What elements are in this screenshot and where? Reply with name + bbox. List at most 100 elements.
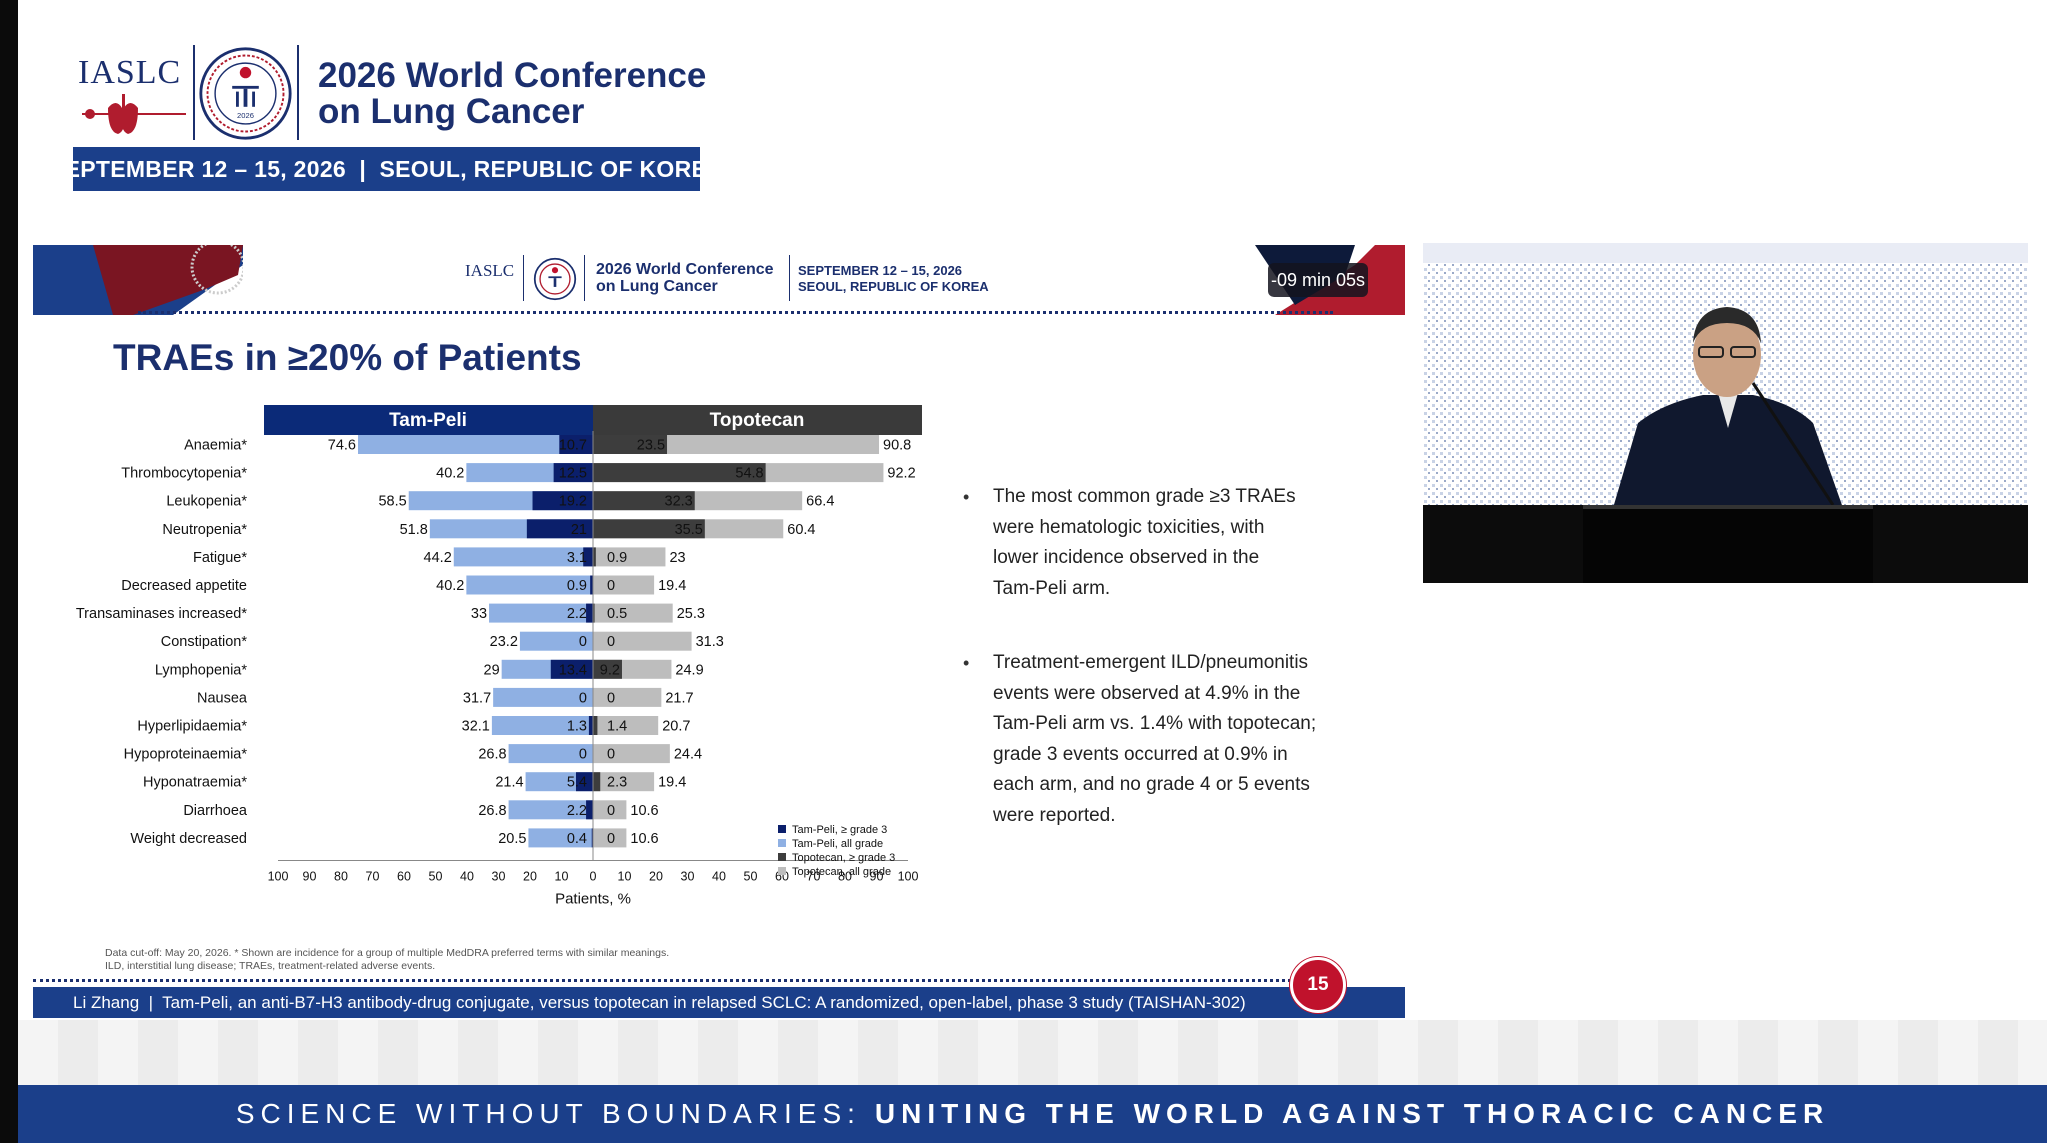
- bar-topotecan-g3: [593, 463, 766, 483]
- value-label-tampeli-all: 29: [484, 662, 500, 678]
- value-label-tampeli-g3: 2.2: [567, 803, 587, 819]
- x-tick-label: 20: [649, 870, 663, 884]
- x-tick-label: 30: [492, 870, 506, 884]
- bar-tampeli-all: [491, 716, 593, 735]
- value-label-topotecan-all: 19.4: [658, 775, 686, 791]
- value-label-topotecan-all: 60.4: [787, 522, 815, 538]
- presentation-slide: -09 min 05s IASLC 2026 World Conference …: [33, 245, 1405, 1018]
- microphone-icon: [1751, 382, 1835, 506]
- value-label-topotecan-all: 90.8: [883, 438, 911, 454]
- slide-conference-title-line2: on Lung Cancer: [596, 278, 718, 295]
- category-label: Lymphopenia*: [155, 662, 248, 678]
- decorative-pattern: [18, 1020, 2047, 1085]
- bar-topotecan-all: [593, 744, 670, 764]
- value-label-topotecan-all: 10.6: [630, 831, 658, 847]
- value-label-topotecan-g3: 1.4: [607, 719, 627, 735]
- value-label-topotecan-all: 25.3: [677, 606, 705, 622]
- bar-tampeli-g3: [588, 716, 593, 735]
- value-label-tampeli-g3: 12.5: [559, 466, 587, 482]
- bullet-1-line: The most common grade ≥3 TRAEs: [993, 486, 1296, 507]
- category-label: Decreased appetite: [121, 578, 247, 594]
- bullet-marker: •: [963, 487, 970, 507]
- slogan-banner: SCIENCE WITHOUT BOUNDARIES: UNITING THE …: [18, 1085, 2047, 1143]
- value-label-tampeli-g3: 21: [571, 522, 587, 538]
- value-label-topotecan-all: 24.4: [674, 747, 702, 763]
- value-label-tampeli-g3: 1.3: [567, 719, 587, 735]
- value-label-topotecan-all: 20.7: [662, 719, 690, 735]
- x-tick-label: 70: [366, 870, 380, 884]
- x-tick-label: 0: [590, 870, 597, 884]
- conference-seal-icon: 2026: [199, 47, 292, 140]
- x-tick-label: 10: [555, 870, 569, 884]
- x-tick-label: 60: [397, 870, 411, 884]
- slide-date-line1: SEPTEMBER 12 – 15, 2026: [798, 263, 963, 278]
- bar-tampeli-g3: [526, 519, 593, 539]
- x-tick-label: 100: [268, 870, 289, 884]
- bullet-2-line: events were observed at 4.9% in the: [993, 682, 1301, 704]
- value-label-tampeli-all: 31.7: [463, 690, 491, 706]
- x-tick-label: 100: [898, 870, 919, 884]
- value-label-topotecan-g3: 0: [607, 578, 615, 594]
- conference-date-location: SEPTEMBER 12 – 15, 2026 | SEOUL, REPUBLI…: [49, 147, 724, 191]
- x-tick-label: 50: [429, 870, 443, 884]
- slide-header: -09 min 05s IASLC 2026 World Conference …: [33, 245, 1405, 315]
- value-label-topotecan-g3: 32.3: [665, 494, 693, 510]
- legend-swatch: [778, 839, 786, 847]
- value-label-topotecan-all: 19.4: [658, 578, 686, 594]
- value-label-topotecan-g3: 23.5: [637, 438, 665, 454]
- footnote-line: ILD, interstitial lung disease; TRAEs, t…: [105, 960, 436, 972]
- bar-tampeli-g3: [586, 800, 593, 820]
- bullet-2: Treatment-emergent ILD/pneumonitis event…: [993, 648, 1316, 831]
- bullet-2-line: Tam-Peli arm vs. 1.4% with topotecan;: [993, 713, 1317, 734]
- category-label: Thrombocytopenia*: [121, 466, 247, 482]
- value-label-topotecan-g3: 0: [607, 831, 615, 847]
- bar-topotecan-all: [593, 772, 655, 792]
- conference-title: 2026 World Conference on Lung Cancer: [318, 58, 738, 130]
- bar-tampeli-all: [358, 435, 593, 454]
- bullet-2-line: Treatment-emergent ILD/pneumonitis: [993, 652, 1309, 673]
- value-label-topotecan-g3: 9.2: [600, 662, 620, 678]
- value-label-tampeli-g3: 0: [579, 690, 587, 706]
- value-label-tampeli-all: 20.5: [498, 831, 526, 847]
- category-label: Leukopenia*: [166, 494, 247, 510]
- value-label-tampeli-g3: 19.2: [559, 494, 587, 510]
- category-label: Hypoproteinaemia*: [124, 747, 248, 763]
- bar-topotecan-all: [593, 716, 659, 735]
- left-black-strip: [0, 0, 18, 1143]
- bullet-2-line: grade 3 events occurred at 0.9% in: [993, 743, 1288, 765]
- value-label-tampeli-all: 26.8: [478, 747, 506, 763]
- value-label-tampeli-g3: 3.1: [567, 550, 587, 566]
- bar-tampeli-all: [508, 800, 593, 820]
- iaslc-wordmark: IASLC: [78, 54, 182, 91]
- category-label: Hyperlipidaemia*: [137, 719, 247, 735]
- presentation-timer: -09 min 05s: [1268, 263, 1368, 297]
- bar-topotecan-all: [593, 575, 655, 595]
- slogan-part1: SCIENCE WITHOUT BOUNDARIES:: [235, 1098, 861, 1129]
- bar-topotecan-all: [593, 828, 627, 848]
- divider: [789, 255, 790, 301]
- category-label: Neutropenia*: [162, 522, 247, 538]
- slide-footnote: Data cut-off: May 20, 2026. * Shown are …: [105, 947, 669, 973]
- bar-topotecan-g3: [593, 659, 622, 679]
- category-label: Hyponatraemia*: [143, 775, 247, 791]
- value-label-topotecan-all: 23: [669, 550, 685, 566]
- value-label-tampeli-all: 32.1: [462, 719, 490, 735]
- slide-title: TRAEs in ≥20% of Patients: [113, 337, 582, 378]
- category-label: Fatigue*: [193, 550, 247, 566]
- speaker-head: [1693, 313, 1761, 397]
- value-label-tampeli-all: 40.2: [436, 578, 464, 594]
- legend-swatch: [778, 853, 786, 861]
- x-tick-label: 50: [744, 870, 758, 884]
- value-label-tampeli-all: 44.2: [424, 550, 452, 566]
- legend-swatch: [778, 825, 786, 833]
- bar-tampeli-g3: [590, 575, 593, 595]
- value-label-topotecan-g3: 0: [607, 803, 615, 819]
- value-label-tampeli-g3: 0: [579, 747, 587, 763]
- bullet-2-line: each arm, and no grade 4 or 5 events: [993, 774, 1310, 795]
- x-tick-label: 10: [618, 870, 632, 884]
- value-label-topotecan-g3: 35.5: [675, 522, 703, 538]
- value-label-tampeli-g3: 10.7: [559, 438, 587, 454]
- bar-tampeli-g3: [575, 772, 593, 792]
- bar-topotecan-all: [593, 631, 692, 651]
- bar-tampeli-g3: [550, 659, 593, 679]
